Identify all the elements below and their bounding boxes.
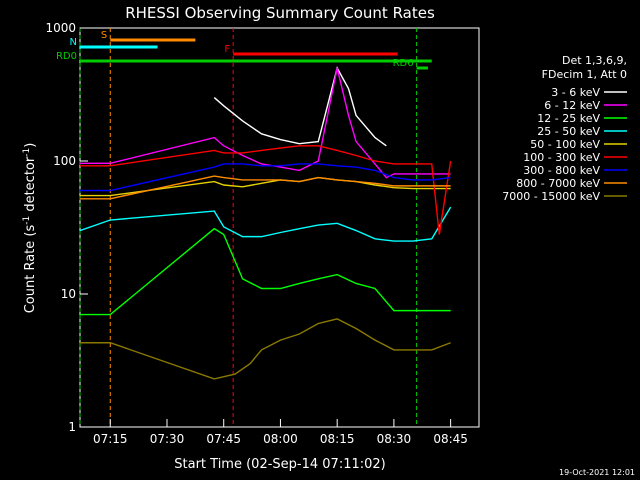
- legend-label-6: 300 - 800 keV: [523, 164, 600, 177]
- legend-label-0: 3 - 6 keV: [551, 86, 600, 99]
- legend: Det 1,3,6,9, FDecim 1, Att 0 3 - 6 keV6 …: [502, 54, 627, 203]
- annotation-label-4: RD6: [393, 58, 414, 69]
- legend-header-2: FDecim 1, Att 0: [542, 68, 627, 81]
- x-tick-label-1: 07:30: [150, 432, 185, 446]
- legend-label-8: 7000 - 15000 keV: [502, 190, 600, 203]
- y-tick-label-3: 1000: [45, 21, 76, 35]
- legend-label-4: 50 - 100 keV: [530, 138, 600, 151]
- annotations-layer: S N F RD0 RD6: [56, 28, 432, 427]
- y-axis-label-end: ): [23, 143, 38, 148]
- x-tick-label-6: 08:45: [433, 432, 468, 446]
- series-line-6: [80, 163, 451, 192]
- series-line-7: [80, 175, 451, 200]
- plot-frame: [79, 27, 480, 428]
- series-line-3: [79, 206, 452, 242]
- annotation-label-0: S: [101, 30, 107, 41]
- tick-layer: 07:15 07:30 07:45 08:00 08:15 08:30 08:45 1 10 10…: [45, 21, 467, 446]
- y-axis-label-mid: detector: [23, 156, 38, 216]
- annotation-label-3: RD0: [56, 51, 77, 62]
- y-axis-label-sup-1: -1: [22, 216, 32, 225]
- series-line-2: [80, 227, 451, 316]
- annotation-label-1: N: [70, 37, 77, 48]
- y-tick-label-0: 1: [68, 420, 76, 434]
- x-tick-label-4: 08:15: [320, 432, 355, 446]
- legend-label-3: 25 - 50 keV: [537, 125, 600, 138]
- series-line-1: [80, 67, 451, 179]
- y-axis-label-main: Count Rate (s: [23, 225, 38, 314]
- legend-header-1: Det 1,3,6,9,: [562, 54, 627, 67]
- legend-label-5: 100 - 300 keV: [523, 151, 600, 164]
- legend-label-1: 6 - 12 keV: [544, 99, 600, 112]
- series-line-5: [80, 145, 452, 235]
- series-layer: [79, 66, 452, 380]
- y-tick-label-1: 10: [61, 287, 76, 301]
- footer-timestamp: 19-Oct-2021 12:01: [559, 468, 635, 477]
- y-axis-label: Count Rate (s-1 detector-1): [22, 143, 38, 314]
- y-tick-label-2: 100: [53, 154, 76, 168]
- legend-label-2: 12 - 25 keV: [537, 112, 600, 125]
- chart-title: RHESSI Observing Summary Count Rates: [125, 4, 435, 22]
- x-axis-label: Start Time (02-Sep-14 07:11:02): [174, 457, 385, 472]
- x-tick-label-5: 08:30: [377, 432, 412, 446]
- series-line-8: [80, 318, 451, 380]
- x-tick-label-0: 07:15: [93, 432, 128, 446]
- y-axis-label-sup-2: -1: [22, 148, 32, 157]
- annotation-label-2: F: [224, 44, 230, 55]
- x-tick-label-2: 07:45: [206, 432, 241, 446]
- legend-label-7: 800 - 7000 keV: [516, 177, 600, 190]
- series-line-0: [213, 66, 387, 147]
- x-tick-label-3: 08:00: [263, 432, 298, 446]
